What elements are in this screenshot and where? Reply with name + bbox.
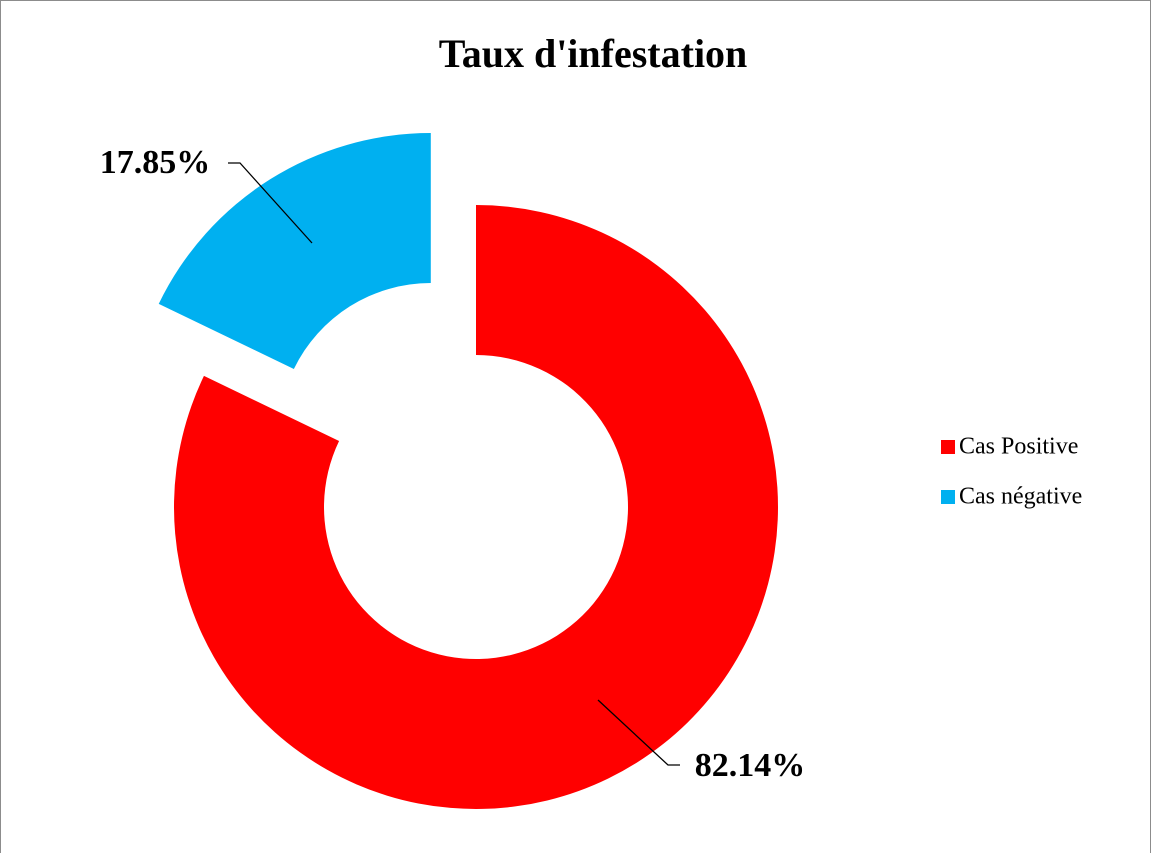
donut-slice	[158, 133, 431, 370]
legend-swatch	[941, 490, 955, 504]
leader-line	[228, 162, 313, 244]
data-label: 82.14%	[695, 747, 806, 784]
legend-label: Cas Positive	[959, 434, 1078, 460]
leader-line	[597, 699, 680, 766]
legend-swatch	[941, 440, 955, 454]
chart-title: Taux d'infestation	[439, 31, 748, 76]
data-label: 17.85%	[100, 144, 211, 181]
donut-slice	[174, 205, 778, 809]
legend-label: Cas négative	[959, 484, 1082, 510]
